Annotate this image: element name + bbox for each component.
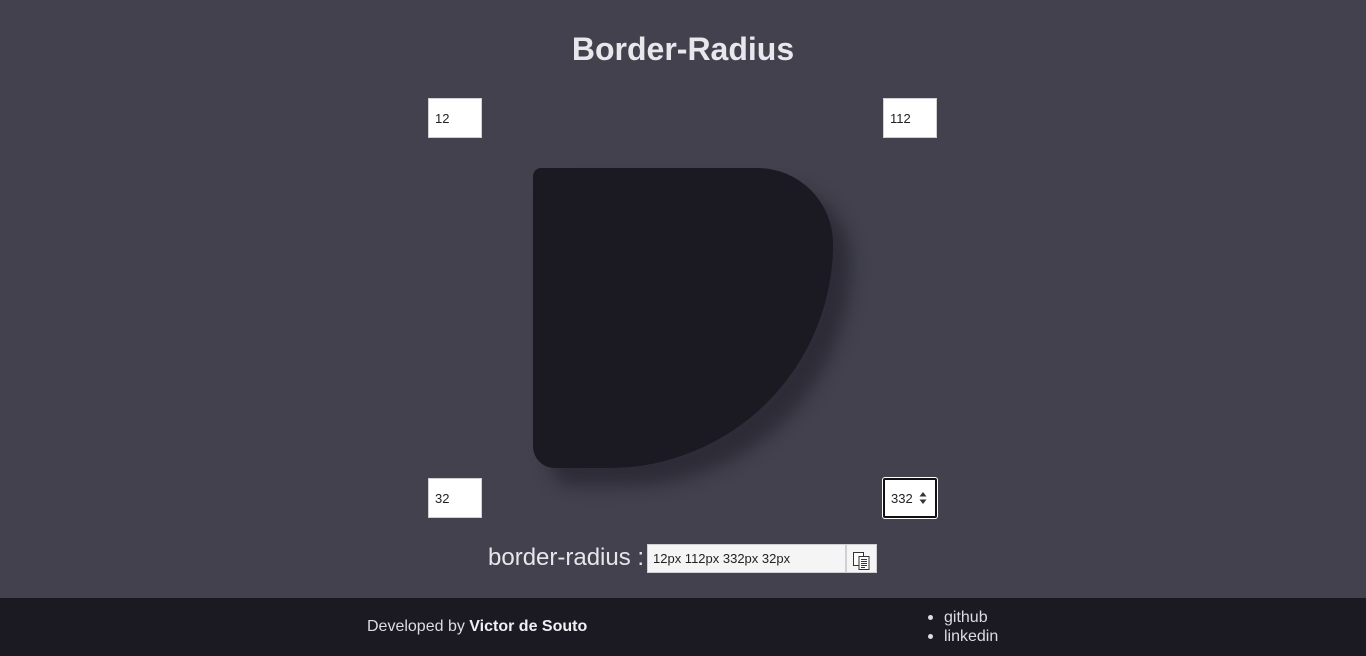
footer-credit: Developed by Victor de Souto xyxy=(367,617,587,637)
border-radius-preview-box xyxy=(533,168,833,468)
top-left-radius-input[interactable] xyxy=(428,98,482,138)
bottom-left-radius-input[interactable] xyxy=(428,478,482,518)
linkedin-link[interactable]: linkedin xyxy=(944,628,999,645)
github-link[interactable]: github xyxy=(944,609,988,626)
developed-by-text: Developed by xyxy=(367,618,470,635)
list-item: github xyxy=(926,608,998,627)
footer: Developed by Victor de Souto github link… xyxy=(0,598,1366,656)
result-row: border-radius : xyxy=(0,543,1366,573)
copy-icon xyxy=(847,551,876,571)
author-name: Victor de Souto xyxy=(469,618,588,635)
copy-button[interactable] xyxy=(846,544,877,573)
result-label: border-radius : xyxy=(488,544,645,571)
footer-links: github linkedin xyxy=(926,608,998,646)
list-item: linkedin xyxy=(926,627,998,646)
border-radius-output-field[interactable] xyxy=(647,544,846,573)
bottom-right-radius-input[interactable] xyxy=(883,478,937,518)
page-title: Border-Radius xyxy=(571,31,795,67)
top-right-radius-input[interactable] xyxy=(883,98,937,138)
